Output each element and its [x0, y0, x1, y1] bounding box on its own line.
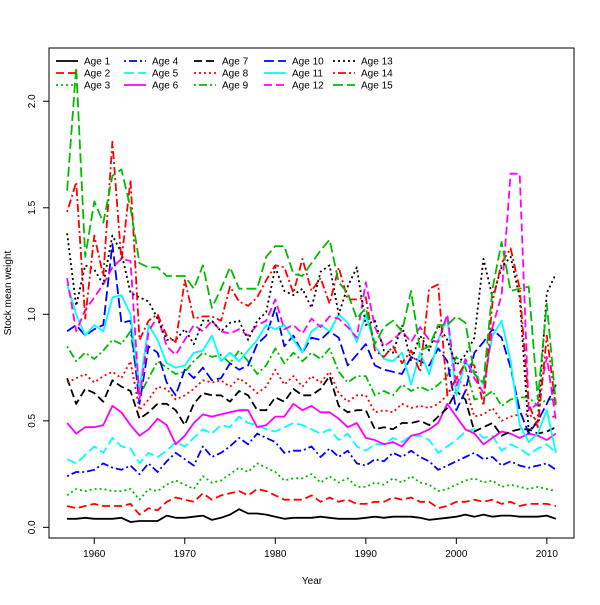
- legend-item-age-14: Age 14: [333, 69, 393, 80]
- legend-item-age-5: Age 5: [124, 69, 179, 80]
- legend-item-age-3: Age 3: [56, 81, 111, 92]
- legend-item-age-11: Age 11: [264, 69, 323, 80]
- series-layer: [66, 66, 557, 523]
- y-axis-label: Stock mean weight: [3, 251, 14, 336]
- x-tick-label: 2000: [445, 549, 468, 560]
- series-line-age-15: [66, 66, 557, 404]
- legend-item-age-6: Age 6: [124, 81, 179, 92]
- series-line-age-6: [66, 402, 557, 448]
- legend-item-age-7: Age 7: [194, 57, 249, 68]
- x-tick-label: 1990: [355, 549, 378, 560]
- series-line-age-3: [66, 462, 557, 501]
- legend-item-age-10: Age 10: [264, 57, 324, 68]
- series-line-age-9: [66, 330, 556, 407]
- x-tick-label: 1970: [174, 549, 197, 560]
- y-axis: 0.0 0.5 1.0 1.5 2.0: [27, 94, 49, 534]
- legend-item-age-2: Age 2: [56, 69, 111, 80]
- legend-label: Age 1: [84, 57, 111, 68]
- series-line-age-1: [67, 508, 557, 523]
- legend-label: Age 4: [152, 57, 179, 68]
- legend-item-age-12: Age 12: [264, 81, 324, 92]
- x-tick-label: 1980: [264, 549, 287, 560]
- legend-label: Age 7: [222, 57, 249, 68]
- y-tick-label: 0.0: [27, 520, 38, 534]
- legend-label: Age 2: [84, 69, 111, 80]
- legend-item-age-15: Age 15: [333, 81, 393, 92]
- legend-item-age-9: Age 9: [194, 81, 249, 92]
- series-line-age-12: [66, 172, 557, 421]
- legend-label: Age 14: [361, 69, 393, 80]
- legend-label: Age 9: [222, 81, 249, 92]
- series-line-age-10: [66, 243, 557, 435]
- y-tick-label: 1.0: [27, 307, 38, 321]
- plot-frame: [48, 47, 575, 539]
- series-line-age-7: [66, 375, 557, 437]
- legend-label: Age 11: [292, 69, 323, 80]
- legend-item-age-4: Age 4: [124, 57, 179, 68]
- legend-label: Age 13: [361, 57, 393, 68]
- legend-label: Age 10: [292, 57, 324, 68]
- legend-label: Age 6: [152, 81, 179, 92]
- series-line-age-13: [66, 233, 557, 433]
- y-tick-label: 1.5: [27, 200, 38, 214]
- series-line-age-2: [66, 488, 557, 516]
- legend-label: Age 3: [84, 81, 111, 92]
- legend-label: Age 5: [152, 69, 179, 80]
- legend-label: Age 12: [292, 81, 324, 92]
- series-line-age-14: [66, 140, 557, 429]
- legend-item-age-1: Age 1: [56, 57, 111, 68]
- series-line-age-5: [66, 415, 557, 465]
- series-line-age-4: [66, 432, 557, 478]
- y-tick-label: 2.0: [27, 94, 38, 108]
- legend-label: Age 8: [222, 69, 249, 80]
- x-axis: 1960 1970 1980 1990 2000 2010: [83, 538, 558, 560]
- legend-label: Age 15: [361, 81, 393, 92]
- y-tick-label: 0.5: [27, 413, 38, 427]
- legend-item-age-8: Age 8: [194, 69, 249, 80]
- x-tick-label: 1960: [83, 549, 106, 560]
- legend-item-age-13: Age 13: [333, 57, 393, 68]
- x-tick-label: 2010: [536, 549, 559, 560]
- x-axis-label: Year: [302, 576, 323, 587]
